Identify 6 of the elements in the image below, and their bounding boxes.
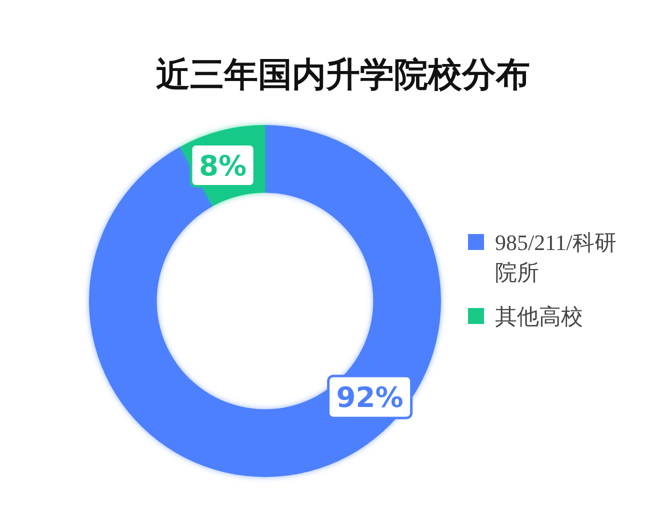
legend-label: 其他高校 [495, 304, 583, 329]
data-label: 92% [336, 380, 404, 414]
donut-slice [89, 125, 441, 477]
chart-title: 近三年国内升学院校分布 [156, 56, 530, 94]
data-label: 8% [199, 149, 247, 182]
legend-label: 985/211/科研院所 [495, 230, 616, 285]
